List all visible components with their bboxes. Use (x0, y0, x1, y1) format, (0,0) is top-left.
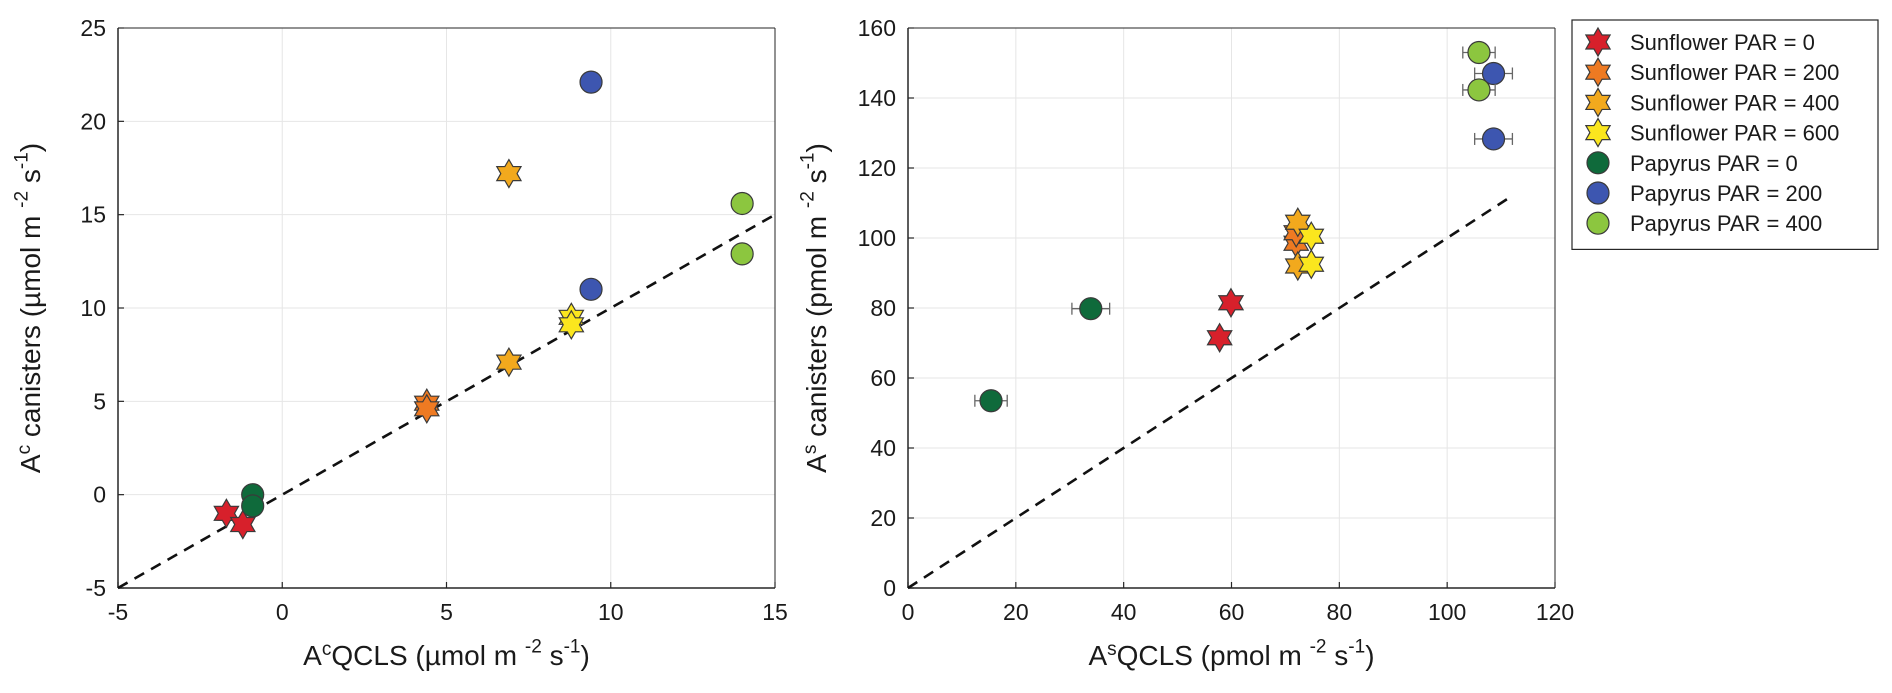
y-tick-label: 80 (870, 295, 896, 321)
legend-marker-star (1584, 26, 1612, 58)
legend-marker-star (1584, 117, 1612, 148)
y-tick-label: 60 (870, 365, 896, 391)
y-axis-label: Ac canisters (µmol m -2 s-1) (11, 143, 46, 473)
legend-label: Sunflower PAR = 200 (1630, 60, 1839, 85)
series-sunflower-par-0 (213, 498, 256, 540)
y-tick-label: 20 (80, 108, 106, 134)
data-point-circle (730, 191, 754, 216)
legend-label: Papyrus PAR = 200 (1630, 181, 1822, 206)
y-tick-label: 160 (858, 15, 896, 41)
y-tick-label: 20 (870, 505, 896, 531)
series-sunflower-par-0 (1206, 287, 1245, 353)
x-tick-label: 20 (1003, 599, 1029, 625)
y-tick-label: 25 (80, 15, 106, 41)
x-tick-label: 120 (1536, 599, 1574, 625)
x-tick-label: 0 (276, 599, 289, 625)
data-point-star (1298, 249, 1325, 280)
data-point-star (229, 509, 256, 540)
y-tick-label: 0 (883, 575, 896, 601)
data-point-circle (241, 494, 265, 518)
data-point-star (495, 346, 523, 378)
data-point-circle (579, 277, 603, 301)
data-point-circle (579, 70, 603, 94)
y-tick-label: 120 (858, 155, 896, 181)
data-point-circle (730, 242, 754, 266)
legend-entry: Papyrus PAR = 400 (1586, 211, 1822, 236)
y-tick-label: 10 (80, 295, 106, 321)
legend-entry: Sunflower PAR = 200 (1584, 57, 1839, 88)
legend: Sunflower PAR = 0 Sunflower PAR = 200 Sunf… (1571, 19, 1879, 250)
series-papyrus-par-400 (1462, 40, 1496, 102)
data-point-star (558, 309, 585, 340)
y-tick-label: 0 (93, 482, 106, 508)
series-sunflower-par-600 (1298, 221, 1325, 280)
y-tick-label: 140 (858, 85, 896, 111)
legend-entry: Sunflower PAR = 0 (1584, 26, 1815, 58)
legend-entry: Papyrus PAR = 200 (1586, 181, 1822, 206)
data-point-star (413, 393, 440, 424)
data-point-circle (1467, 40, 1491, 65)
series-sunflower-par-600 (558, 302, 585, 340)
x-tick-label: 100 (1428, 599, 1466, 625)
x-tick-label: 60 (1219, 599, 1245, 625)
x-axis-label: AsQCLS (pmol m -2 s-1) (1088, 636, 1374, 671)
one-to-one-line (907, 194, 1513, 590)
y-axis-label: As canisters (pmol m -2 s-1) (797, 143, 832, 473)
series-papyrus-par-0 (974, 297, 1111, 413)
y-tick-label: 15 (80, 202, 106, 228)
x-tick-label: -5 (108, 599, 128, 625)
x-tick-label: 10 (598, 599, 624, 625)
legend-label: Sunflower PAR = 400 (1630, 90, 1839, 115)
data-point-circle (1467, 78, 1491, 102)
left-scatter-panel: -5 0 5 10 15 -5 0 5 10 15 20 25 AcQCLS (µmol m -2 s-… (11, 15, 787, 671)
data-point-star (1206, 322, 1233, 353)
series-sunflower-par-400 (495, 158, 523, 378)
y-tick-label: 5 (93, 388, 106, 414)
x-tick-label: 5 (440, 599, 453, 625)
x-axis-label: AcQCLS (µmol m -2 s-1) (303, 636, 590, 671)
legend-label: Sunflower PAR = 600 (1630, 121, 1839, 146)
legend-label: Papyrus PAR = 400 (1630, 211, 1822, 236)
y-tick-label: 40 (870, 435, 896, 461)
data-point-circle (1481, 127, 1506, 151)
legend-marker-star (1584, 87, 1612, 118)
series-papyrus-par-200 (1474, 61, 1514, 151)
data-point-circle (1481, 61, 1506, 86)
legend-entry: Papyrus PAR = 0 (1586, 151, 1798, 176)
x-tick-label: 0 (902, 599, 915, 625)
legend-marker-circle (1586, 151, 1610, 175)
one-to-one-line (117, 213, 776, 590)
series-papyrus-par-200 (579, 70, 603, 301)
legend-entry: Sunflower PAR = 400 (1584, 87, 1839, 118)
legend-marker-circle (1586, 181, 1610, 205)
y-tick-label: 100 (858, 225, 896, 251)
data-point-star (495, 158, 523, 189)
right-scatter-panel: 0 20 40 60 80 100 120 0 20 40 60 80 100 120 140 160 AsQC… (797, 15, 1574, 671)
legend-box (1571, 19, 1879, 250)
y-tick-label: -5 (86, 575, 106, 601)
x-tick-label: 15 (762, 599, 788, 625)
legend-label: Sunflower PAR = 0 (1630, 30, 1815, 55)
legend-marker-circle (1586, 211, 1610, 235)
series-papyrus-par-400 (730, 191, 754, 266)
data-point-circle (1079, 297, 1103, 321)
x-tick-label: 80 (1327, 599, 1353, 625)
legend-marker-star (1584, 57, 1612, 88)
series-sunflower-par-200 (413, 388, 440, 424)
legend-label: Papyrus PAR = 0 (1630, 151, 1798, 176)
data-point-circle (979, 389, 1003, 413)
series-papyrus-par-0 (241, 483, 265, 518)
data-point-star (1217, 287, 1245, 318)
x-tick-label: 40 (1111, 599, 1137, 625)
legend-entry: Sunflower PAR = 600 (1584, 117, 1839, 148)
